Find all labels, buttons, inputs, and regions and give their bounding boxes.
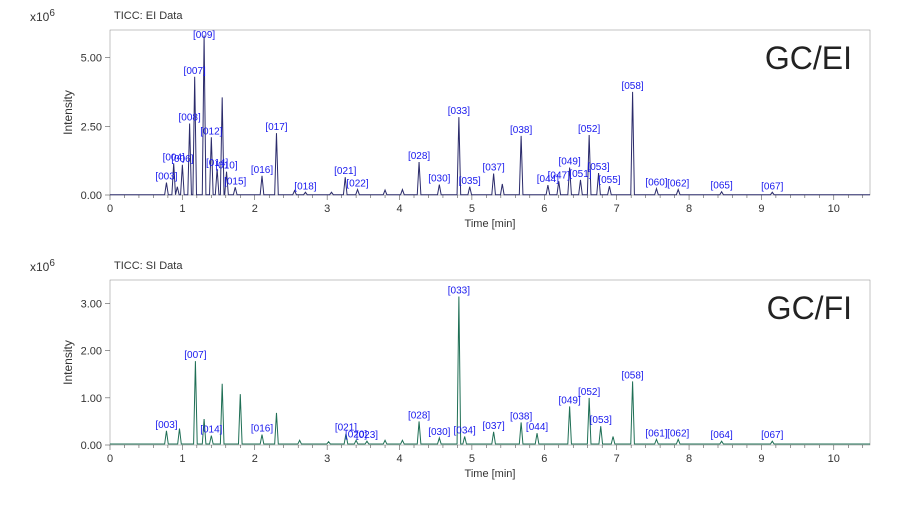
xtick-label: 3 bbox=[324, 203, 330, 215]
xtick-label: 8 bbox=[686, 453, 692, 465]
peak-label: [003] bbox=[155, 172, 177, 183]
xtick-label: 7 bbox=[614, 203, 620, 215]
peak-label: [028] bbox=[408, 410, 430, 421]
xtick-label: 10 bbox=[828, 203, 840, 215]
xtick-label: 4 bbox=[396, 203, 402, 215]
peak-label: [047] bbox=[548, 170, 570, 181]
peak-label: [028] bbox=[408, 151, 430, 162]
peak-label: [058] bbox=[621, 370, 643, 381]
peak-label: [053] bbox=[587, 162, 609, 173]
peak-label: [067] bbox=[761, 181, 783, 192]
xtick-label: 5 bbox=[469, 453, 475, 465]
peak-label: [067] bbox=[761, 430, 783, 441]
ytick-label: 3.00 bbox=[81, 299, 102, 311]
x-axis-label: Time [min] bbox=[465, 218, 516, 230]
peak-label: [007] bbox=[184, 66, 206, 77]
xtick-label: 8 bbox=[686, 203, 692, 215]
chart-svg-fi: 0 1 2 3 4 5 6 7 8 9 10 Time [min] 0.00 1.00 2.00 3.00 In… bbox=[60, 270, 880, 485]
peak-label: [061] bbox=[645, 428, 667, 439]
xtick-label: 5 bbox=[469, 203, 475, 215]
ytick-label: 0.00 bbox=[81, 440, 102, 452]
peak-label: [007] bbox=[184, 350, 206, 361]
peak-label: [033] bbox=[448, 106, 470, 117]
peak-label: [022] bbox=[346, 179, 368, 190]
peak-label: [037] bbox=[482, 421, 504, 432]
peak-label: [038] bbox=[510, 411, 532, 422]
xtick-label: 6 bbox=[541, 203, 547, 215]
peak-label: [014] bbox=[200, 425, 222, 436]
peak-label: [055] bbox=[598, 175, 620, 186]
peak-label: [049] bbox=[558, 157, 580, 168]
peak-label: [034] bbox=[454, 426, 476, 437]
peak-label: [030] bbox=[428, 174, 450, 185]
xtick-label: 4 bbox=[396, 453, 402, 465]
peak-label: [021] bbox=[334, 166, 356, 177]
peak-label: [012] bbox=[200, 126, 222, 137]
ytick-label: 1.00 bbox=[81, 393, 102, 405]
xtick-label: 0 bbox=[107, 203, 113, 215]
y-exponent-ei: x106 bbox=[30, 8, 55, 24]
peak-label: [037] bbox=[482, 163, 504, 174]
xtick-label: 0 bbox=[107, 453, 113, 465]
peak-label: [060] bbox=[645, 178, 667, 189]
peak-label: [052] bbox=[578, 387, 600, 398]
peak-label: [003] bbox=[155, 420, 177, 431]
peak-label: [023] bbox=[356, 430, 378, 441]
y-axis-label: Intensity bbox=[61, 340, 75, 385]
peak-label: [062] bbox=[667, 179, 689, 190]
peak-label: [065] bbox=[710, 181, 732, 192]
xtick-label: 7 bbox=[614, 453, 620, 465]
xtick-label: 2 bbox=[252, 203, 258, 215]
peak-label: [064] bbox=[710, 430, 732, 441]
peak-label: [053] bbox=[590, 415, 612, 426]
peak-label: [017] bbox=[265, 122, 287, 133]
y-axis-label: Intensity bbox=[61, 90, 75, 135]
peak-label: [018] bbox=[294, 181, 316, 192]
peak-label: [035] bbox=[459, 176, 481, 187]
y-exponent-sup: 6 bbox=[49, 258, 55, 269]
peak-label: [062] bbox=[667, 428, 689, 439]
xtick-label: 3 bbox=[324, 453, 330, 465]
ytick-label: 0.00 bbox=[81, 190, 102, 202]
peak-label: [009] bbox=[193, 30, 215, 41]
y-exponent-sup: 6 bbox=[49, 8, 55, 19]
ytick-label: 2.50 bbox=[81, 121, 102, 133]
peak-label: [016] bbox=[251, 424, 273, 435]
peak-label: [015] bbox=[224, 176, 246, 187]
peak-label: [038] bbox=[510, 125, 532, 136]
peak-label: [033] bbox=[448, 286, 470, 297]
peak-label: [052] bbox=[578, 124, 600, 135]
peak-label: [010] bbox=[215, 161, 237, 172]
xtick-label: 9 bbox=[758, 203, 764, 215]
y-exponent-text: x10 bbox=[30, 10, 49, 24]
xtick-label: 10 bbox=[828, 453, 840, 465]
chart-svg-ei: 0 1 2 3 4 5 6 7 8 9 10 Time [min] 0.00 2.50 5.00 Intens… bbox=[60, 20, 880, 235]
peak-label: [008] bbox=[178, 113, 200, 124]
peak-label: [030] bbox=[428, 427, 450, 438]
chromatogram-ei: x106 TICC: EI Data GC/EI 012345678910Tim… bbox=[60, 20, 880, 235]
x-axis-label: Time [min] bbox=[465, 468, 516, 480]
peak-label: [044] bbox=[526, 422, 548, 433]
xtick-label: 1 bbox=[179, 203, 185, 215]
y-exponent-text: x10 bbox=[30, 260, 49, 274]
ytick-label: 5.00 bbox=[81, 53, 102, 65]
peak-label: [016] bbox=[251, 165, 273, 176]
xtick-label: 2 bbox=[252, 453, 258, 465]
xtick-label: 9 bbox=[758, 453, 764, 465]
y-exponent-fi: x106 bbox=[30, 258, 55, 274]
ytick-label: 2.00 bbox=[81, 346, 102, 358]
chromatogram-fi: x106 TICC: SI Data GC/FI 012345678910Tim… bbox=[60, 270, 880, 485]
xtick-label: 6 bbox=[541, 453, 547, 465]
xtick-label: 1 bbox=[179, 453, 185, 465]
peak-label: [006] bbox=[171, 154, 193, 165]
peak-label: [058] bbox=[621, 81, 643, 92]
